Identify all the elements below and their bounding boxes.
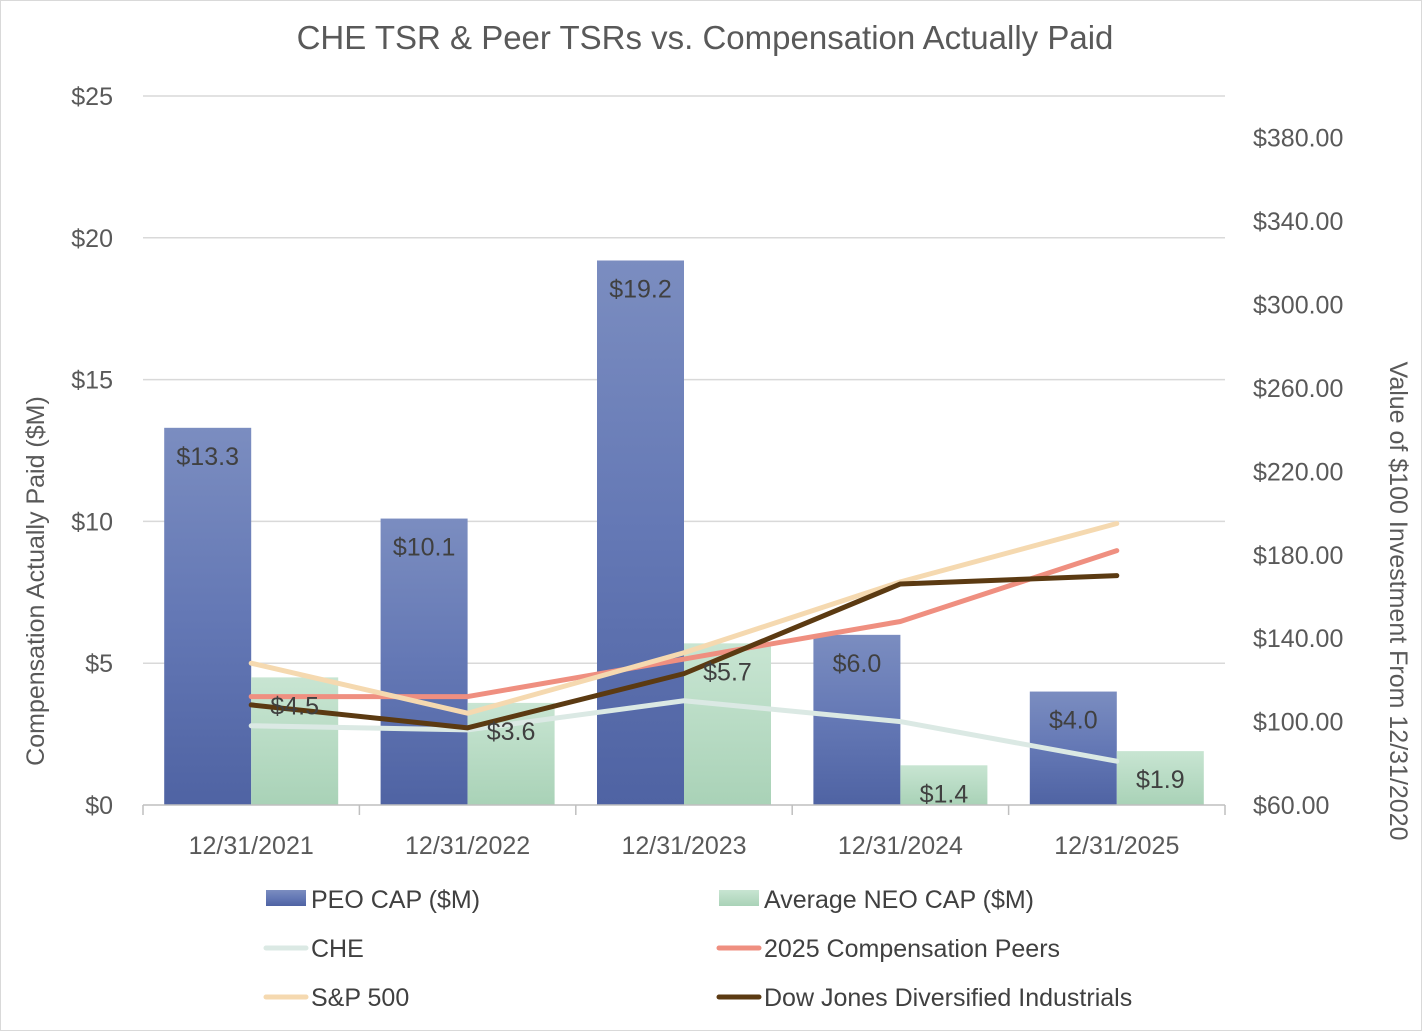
chart-title: CHE TSR & Peer TSRs vs. Compensation Act…	[297, 19, 1114, 56]
x-tick-label: 12/31/2025	[1054, 832, 1179, 860]
y-tick-label: $10	[71, 508, 113, 536]
y2-tick-label: $340.00	[1253, 208, 1343, 236]
series-line	[248, 698, 1120, 764]
y2-tick-label: $260.00	[1253, 375, 1343, 403]
y-axis-right: $60.00 $100.00 $140.00 $180.00 $220.00 $260.0…	[1253, 125, 1343, 820]
legend-label: Average NEO CAP ($M)	[764, 886, 1034, 914]
y-axis-left: $0 $5 $10 $15 $20 $25	[71, 83, 113, 820]
bar-neo	[1116, 751, 1204, 805]
x-tick-label: 12/31/2023	[621, 832, 746, 860]
bar-data-label: $1.4	[920, 780, 969, 808]
legend-label: Dow Jones Diversified Industrials	[764, 984, 1132, 1012]
bar-peo	[597, 260, 684, 805]
x-tick-label: 12/31/2022	[405, 832, 530, 860]
bar-neo	[900, 765, 988, 805]
legend: PEO CAP ($M) Average NEO CAP ($M) CHE 2025 …	[263, 886, 1132, 1012]
bars	[164, 260, 1204, 805]
legend-swatch	[266, 890, 306, 906]
y-tick-label: $0	[85, 792, 113, 820]
y2-tick-label: $300.00	[1253, 292, 1343, 320]
y2-tick-label: $380.00	[1253, 125, 1343, 153]
lines	[248, 520, 1120, 764]
x-tick-label: 12/31/2024	[838, 832, 963, 860]
series-line	[248, 520, 1120, 716]
bar-data-label: $19.2	[609, 275, 672, 303]
bar-data-label: $3.6	[487, 718, 536, 746]
bar-labels: $13.3 $10.1 $19.2 $6.0 $4.0 $4.5 $3.6 $5.7 $1.4 $…	[176, 275, 1184, 808]
bar-data-label: $5.7	[703, 658, 752, 686]
y-tick-label: $5	[85, 650, 113, 678]
y2-tick-label: $100.00	[1253, 709, 1343, 737]
x-axis: 12/31/2021 12/31/2022 12/31/2023 12/31/2024…	[142, 804, 1226, 860]
bar-data-label: $4.5	[270, 692, 319, 720]
legend-label: S&P 500	[311, 984, 409, 1012]
y-tick-label: $20	[71, 225, 113, 253]
y2-axis-title: Value of $100 Investment From 12/31/2020	[1384, 361, 1412, 840]
legend-label: CHE	[311, 935, 364, 963]
y2-tick-label: $220.00	[1253, 458, 1343, 486]
y-tick-label: $15	[71, 367, 113, 395]
bar-data-label: $10.1	[393, 534, 456, 562]
y2-tick-label: $180.00	[1253, 542, 1343, 570]
y-axis-title: Compensation Actually Paid ($M)	[22, 396, 50, 766]
bar-peo	[380, 518, 468, 805]
y-tick-label: $25	[71, 83, 113, 111]
bar-data-label: $13.3	[176, 443, 239, 471]
legend-swatch	[719, 890, 759, 906]
y2-tick-label: $140.00	[1253, 625, 1343, 653]
bar-data-label: $6.0	[833, 650, 882, 678]
bar-data-label: $1.9	[1136, 766, 1185, 794]
legend-label: PEO CAP ($M)	[311, 886, 480, 914]
series-line	[248, 573, 1120, 731]
bar-data-label: $4.0	[1049, 707, 1098, 735]
bar-peo	[164, 427, 252, 805]
y2-tick-label: $60.00	[1253, 792, 1329, 820]
x-tick-label: 12/31/2021	[189, 832, 314, 860]
legend-label: 2025 Compensation Peers	[764, 935, 1060, 963]
